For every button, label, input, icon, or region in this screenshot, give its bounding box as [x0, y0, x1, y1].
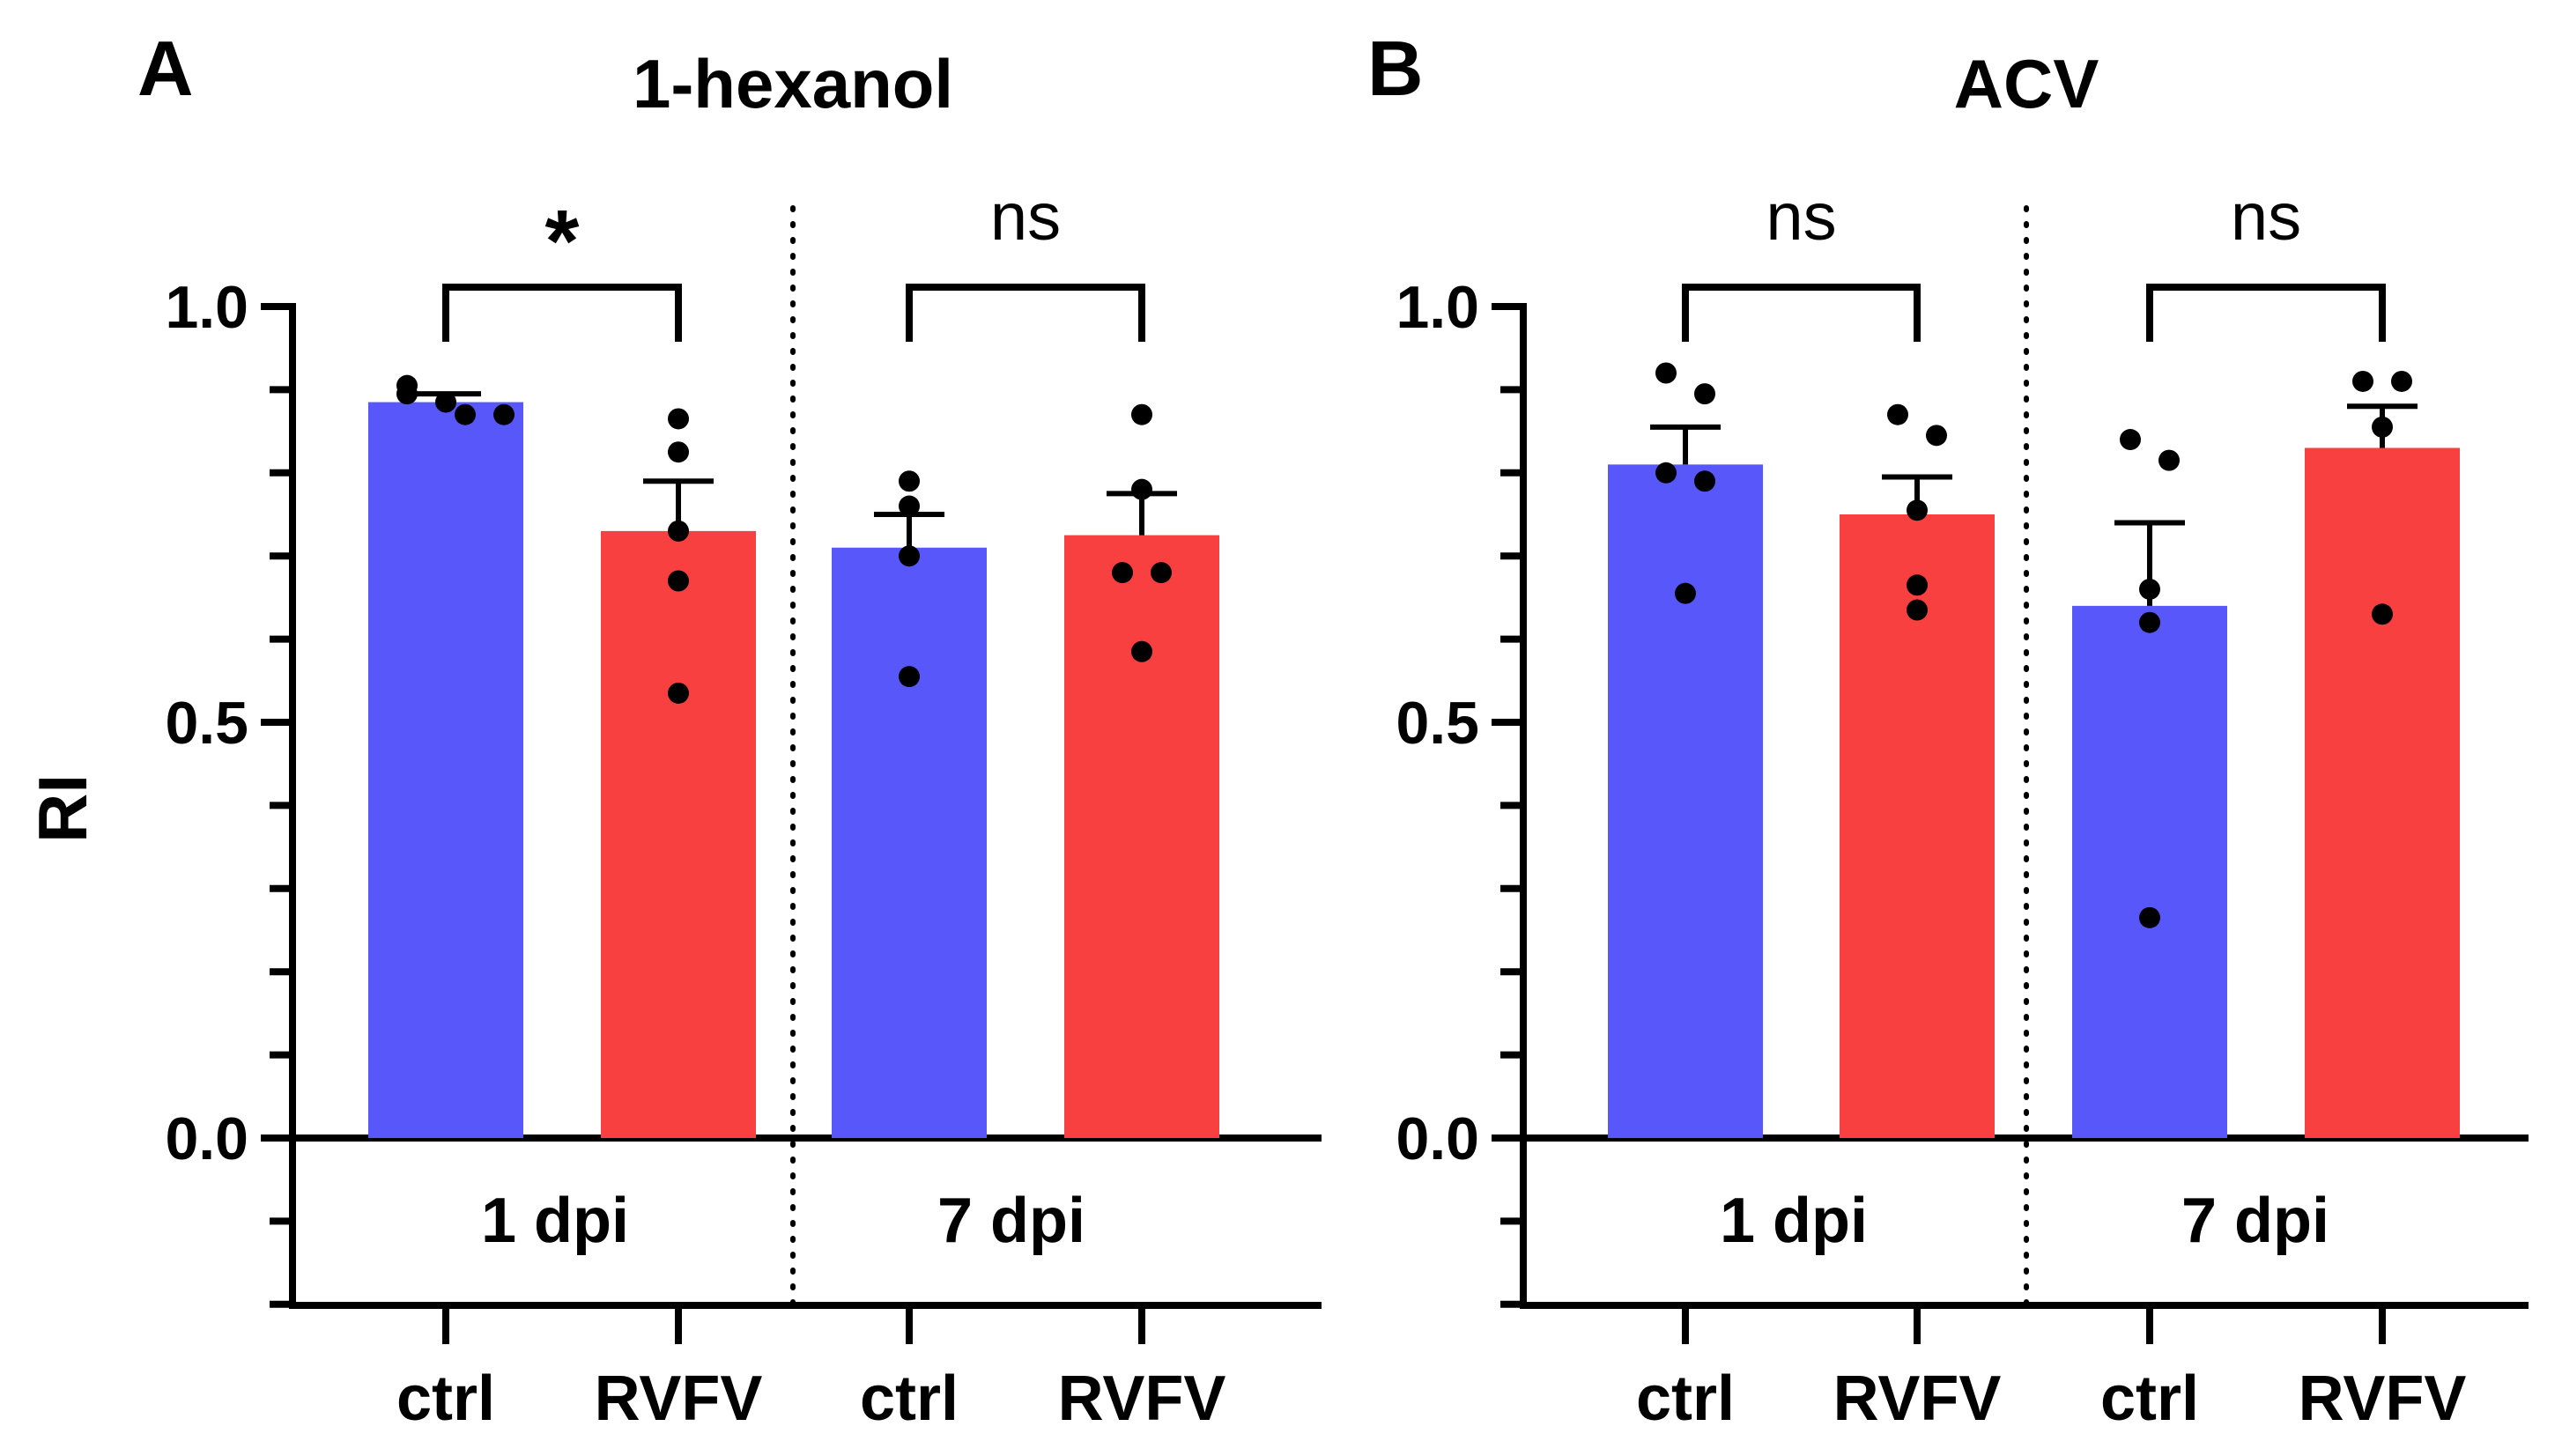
significance-layer: ns ns [1682, 180, 2386, 342]
data-point [668, 408, 689, 430]
x-category-label: RVFV [595, 1364, 763, 1434]
y-tick-label: 0.5 [1396, 690, 1479, 757]
data-point [1655, 362, 1677, 384]
data-point [1907, 599, 1928, 621]
data-point [1112, 562, 1133, 584]
data-point [1694, 470, 1715, 492]
data-point [1131, 478, 1152, 500]
data-point [1131, 640, 1152, 662]
data-point [1694, 383, 1715, 405]
group-label: 7 dpi [937, 1186, 1085, 1256]
significance-bracket [2146, 284, 2386, 342]
data-point [899, 666, 920, 688]
data-point [2372, 603, 2393, 625]
group-label: 1 dpi [481, 1186, 629, 1256]
panel-b: ns ns 0.0 0.5 1.0 B ACV ctrl RVFV 1 dpi ctrl RVFV 7 … [1367, 25, 2529, 1434]
y-tick-label: 0.5 [165, 690, 248, 757]
panel-letter: B [1367, 25, 1424, 112]
panel-a: * ns 0.0 0.5 1.0 A 1-hexanol ctrl RVFV 1 dpi ctrl R… [137, 25, 1322, 1434]
x-category-label: ctrl [396, 1364, 495, 1434]
data-point [493, 403, 515, 425]
y-axis-label: RI [24, 774, 101, 843]
x-category-label: RVFV [1058, 1364, 1226, 1434]
significance-label: ns [2231, 180, 2301, 255]
data-point [668, 441, 689, 463]
group-label: 1 dpi [1720, 1186, 1868, 1256]
bar-rvfv [601, 530, 756, 1138]
data-point [1675, 582, 1696, 604]
bar-rvfv [2305, 447, 2460, 1139]
data-point [1655, 462, 1677, 484]
x-category-label: RVFV [1833, 1364, 2002, 1434]
y-tick-label: 0.0 [165, 1105, 248, 1172]
x-category-label: RVFV [2299, 1364, 2467, 1434]
data-point [1151, 562, 1172, 584]
x-category-label: ctrl [2100, 1364, 2199, 1434]
data-point [899, 545, 920, 567]
data-point [668, 682, 689, 704]
y-tick-label: 1.0 [165, 274, 248, 341]
significance-label: ns [990, 180, 1061, 255]
bar-ctrl [1608, 464, 1763, 1138]
data-point [2352, 370, 2373, 392]
panel-title: 1-hexanol [633, 45, 953, 122]
data-point [1887, 403, 1908, 425]
data-point [455, 403, 476, 425]
data-point [1907, 499, 1928, 521]
data-point [435, 391, 456, 413]
data-point [2139, 578, 2160, 600]
data-point [2139, 906, 2160, 928]
x-category-label: ctrl [860, 1364, 959, 1434]
panel-title: ACV [1954, 45, 2099, 122]
y-tick-label: 0.0 [1396, 1105, 1479, 1172]
significance-label: * [545, 192, 580, 291]
bar-ctrl [832, 547, 987, 1138]
significance-bracket [906, 284, 1145, 342]
data-point [668, 520, 689, 542]
significance-bracket [442, 284, 682, 342]
data-point [2391, 370, 2412, 392]
data-point [2372, 416, 2393, 438]
data-point [396, 383, 418, 405]
significance-layer: * ns [442, 180, 1145, 342]
data-point [2139, 611, 2160, 633]
significance-label: ns [1766, 180, 1836, 255]
group-label: 7 dpi [2181, 1186, 2329, 1256]
data-point [1907, 574, 1928, 596]
significance-bracket [1682, 284, 1921, 342]
x-category-label: ctrl [1636, 1364, 1735, 1434]
data-point [1926, 425, 1947, 447]
data-point [2120, 429, 2141, 451]
data-point [1131, 403, 1152, 425]
panel-letter: A [137, 25, 194, 112]
bar-rvfv [1064, 535, 1219, 1138]
data-point [899, 470, 920, 492]
data-point [668, 570, 689, 592]
bar-ctrl [368, 402, 523, 1138]
bar-ctrl [2072, 605, 2227, 1138]
y-tick-label: 1.0 [1396, 274, 1479, 341]
data-point [899, 495, 920, 517]
data-point [2158, 449, 2180, 471]
